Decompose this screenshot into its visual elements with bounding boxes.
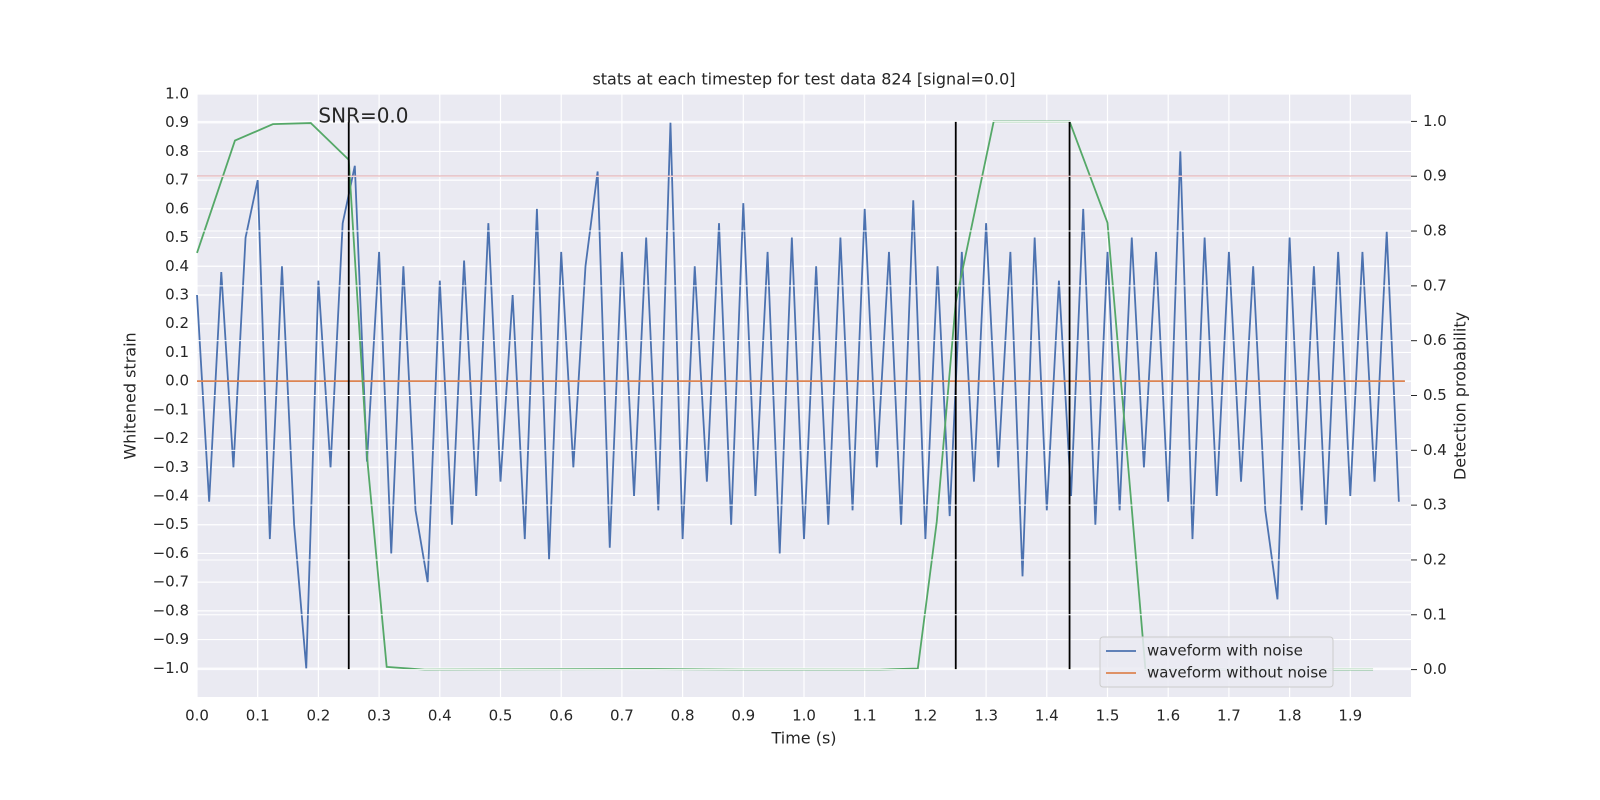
y2-tick-label: 0.5 xyxy=(1423,386,1447,404)
x-tick-label: 1.0 xyxy=(792,707,816,725)
y-tick-label: −0.5 xyxy=(153,515,189,533)
x-tick-label: 1.2 xyxy=(913,707,937,725)
y-tick-label: 0.3 xyxy=(165,286,189,304)
y2-tick-label: 0.8 xyxy=(1423,222,1447,240)
chart-title: stats at each timestep for test data 824… xyxy=(592,70,1015,89)
y-tick-label: −0.4 xyxy=(153,487,189,505)
y-tick-label: −0.8 xyxy=(153,601,189,619)
x-tick-label: 0.3 xyxy=(367,707,391,725)
y2-tick-label: 0.2 xyxy=(1423,550,1447,568)
y-tick-label: 0.9 xyxy=(165,113,189,131)
y-tick-label: −0.1 xyxy=(153,400,189,418)
y-tick-label: 0.4 xyxy=(165,257,189,275)
x-tick-label: 1.3 xyxy=(974,707,998,725)
legend-box xyxy=(1099,636,1334,688)
y-tick-label: 0.6 xyxy=(165,199,189,217)
x-tick-label: 0.7 xyxy=(610,707,634,725)
x-tick-label: 1.7 xyxy=(1217,707,1241,725)
y2-tick-label: 0.6 xyxy=(1423,331,1447,349)
legend-label: waveform with noise xyxy=(1147,642,1303,660)
x-tick-label: 0.6 xyxy=(549,707,573,725)
y-tick-label: −0.6 xyxy=(153,544,189,562)
x-tick-label: 0.2 xyxy=(306,707,330,725)
y2-tick-label: 0.7 xyxy=(1423,276,1447,294)
y2-tick-label: 1.0 xyxy=(1423,112,1447,130)
x-tick-label: 0.8 xyxy=(671,707,695,725)
y-tick-label: 0.1 xyxy=(165,343,189,361)
y-tick-label: 1.0 xyxy=(165,85,189,103)
x-tick-label: 1.4 xyxy=(1035,707,1059,725)
y-tick-label: 0.2 xyxy=(165,314,189,332)
y-tick-label: 0.8 xyxy=(165,142,189,160)
x-tick-label: 1.1 xyxy=(853,707,877,725)
y2-tick-label: 0.3 xyxy=(1423,496,1447,514)
x-tick-label: 0.1 xyxy=(246,707,270,725)
y-tick-label: −0.9 xyxy=(153,630,189,648)
y-tick-label: 0.7 xyxy=(165,171,189,189)
x-tick-label: 0.5 xyxy=(489,707,513,725)
x-tick-label: 1.6 xyxy=(1156,707,1180,725)
y2-tick-label: 0.9 xyxy=(1423,167,1447,185)
y2-tick-label: 0.4 xyxy=(1423,441,1447,459)
y-tick-label: −0.7 xyxy=(153,573,189,591)
x-tick-label: 0.4 xyxy=(428,707,452,725)
x-tick-label: 1.5 xyxy=(1096,707,1120,725)
y2-tick-label: 0.0 xyxy=(1423,660,1447,678)
y-tick-label: 0.0 xyxy=(165,372,189,390)
series-line xyxy=(196,122,1400,669)
y-tick-label: −0.2 xyxy=(153,429,189,447)
x-axis-label: Time (s) xyxy=(770,729,836,748)
y2-axis-label: Detection probability xyxy=(1451,312,1470,480)
y-axis-label: Whitened strain xyxy=(121,332,140,459)
x-tick-label: 0.0 xyxy=(185,707,209,725)
annotation: SNR=0.0 xyxy=(318,103,408,127)
y-tick-label: 0.5 xyxy=(165,228,189,246)
y-tick-label: −1.0 xyxy=(153,659,189,677)
y2-tick-label: 0.1 xyxy=(1423,605,1447,623)
y-tick-label: −0.3 xyxy=(153,458,189,476)
x-tick-label: 1.8 xyxy=(1278,707,1302,725)
x-tick-label: 0.9 xyxy=(731,707,755,725)
legend-label: waveform without noise xyxy=(1147,664,1327,682)
x-tick-label: 1.9 xyxy=(1338,707,1362,725)
